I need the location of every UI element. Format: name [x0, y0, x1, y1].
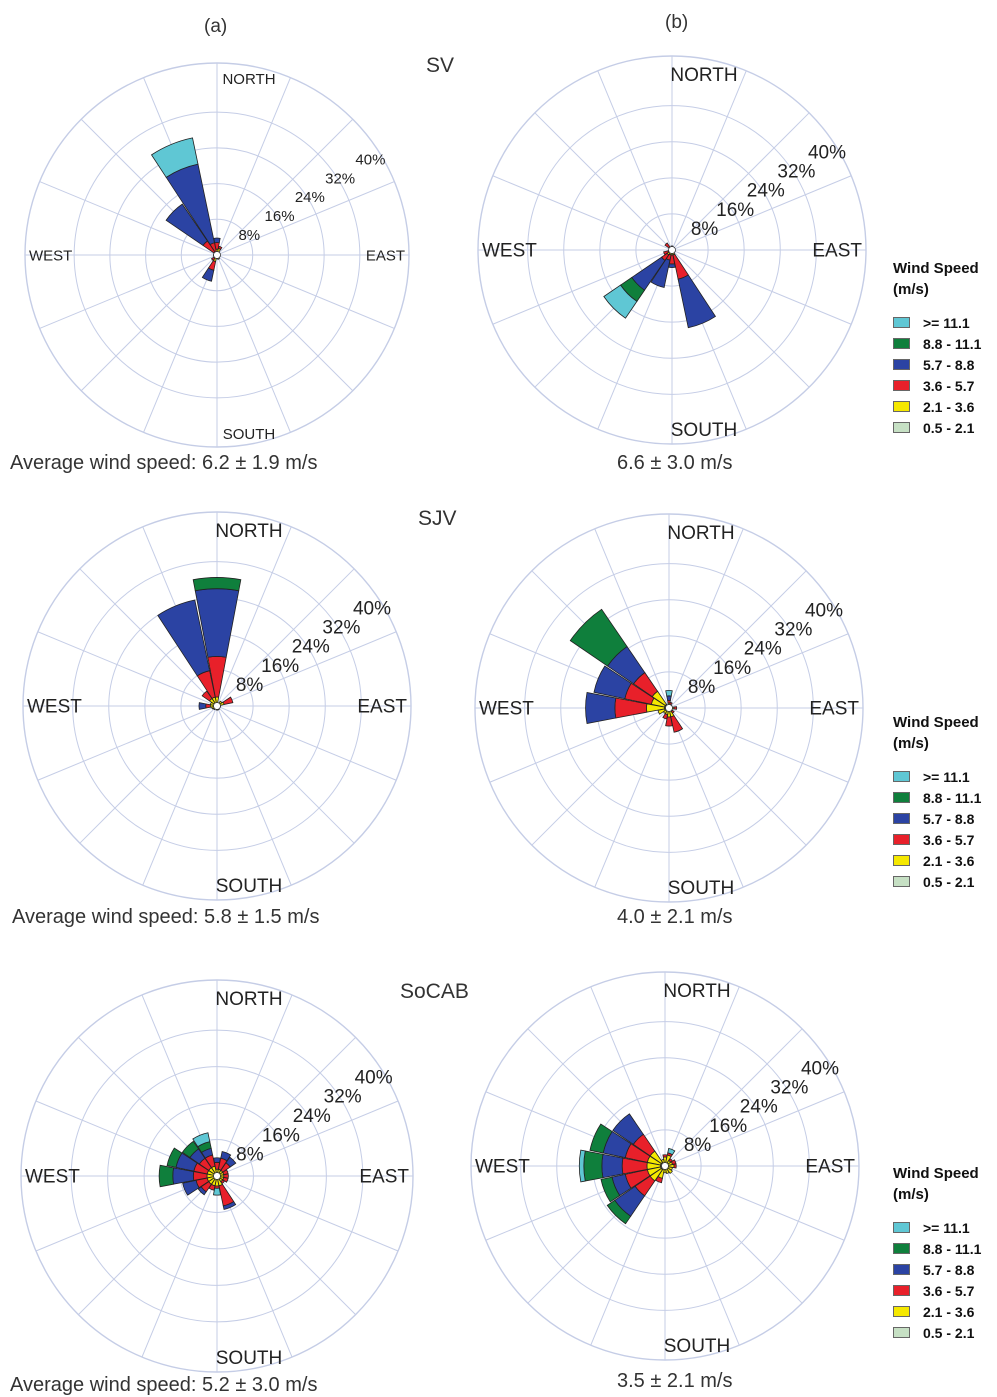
- legend-item: 3.6 - 5.7: [893, 829, 997, 850]
- legend-label: 3.6 - 5.7: [923, 1283, 974, 1299]
- legend-items: >= 11.1 8.8 - 11.1 5.7 - 8.8 3.6 - 5.7 2.1 -…: [893, 1217, 997, 1343]
- legend-item: 2.1 - 3.6: [893, 1301, 997, 1322]
- legend-item: 2.1 - 3.6: [893, 850, 997, 871]
- legend-swatch: [893, 834, 910, 845]
- legend-swatch: [893, 1306, 910, 1317]
- legend-label: >= 11.1: [923, 1220, 970, 1236]
- legend-label: 2.1 - 3.6: [923, 399, 974, 415]
- legend-label: 0.5 - 2.1: [923, 420, 974, 436]
- rose-petal-segment: [602, 1154, 623, 1177]
- legend-swatch: [893, 1285, 910, 1296]
- rose-petal-segment: [584, 1151, 603, 1181]
- caption-sjv-b: 4.0 ± 2.1 m/s: [617, 906, 732, 929]
- caption-sv-a: Average wind speed: 6.2 ± 1.9 m/s: [10, 452, 317, 475]
- legend-item: 8.8 - 11.1: [893, 1238, 997, 1259]
- legend-unit: (m/s): [893, 279, 997, 300]
- legend-label: 2.1 - 3.6: [923, 1304, 974, 1320]
- legend-item: 5.7 - 8.8: [893, 354, 997, 375]
- legend-swatch: [893, 1327, 910, 1338]
- legend-item: >= 11.1: [893, 1217, 997, 1238]
- compass-north: NORTH: [663, 981, 730, 1002]
- legend-swatch: [893, 422, 910, 433]
- legend-swatch: [893, 813, 910, 824]
- legend-swatch: [893, 855, 910, 866]
- legend-label: 8.8 - 11.1: [923, 336, 981, 352]
- legend-label: 8.8 - 11.1: [923, 790, 981, 806]
- compass-east: EAST: [805, 1157, 855, 1178]
- ring-label: 16%: [709, 1116, 747, 1137]
- legend-socab: Wind Speed (m/s) >= 11.1 8.8 - 11.1 5.7 - …: [893, 1163, 997, 1343]
- rose-petal-segment: [663, 1155, 667, 1157]
- legend-label: >= 11.1: [923, 315, 970, 331]
- legend-item: 0.5 - 2.1: [893, 871, 997, 892]
- legend-label: 5.7 - 8.8: [923, 1262, 974, 1278]
- compass-south: SOUTH: [664, 1336, 731, 1357]
- legend-sjv: Wind Speed (m/s) >= 11.1 8.8 - 11.1 5.7 - …: [893, 712, 997, 892]
- legend-item: 0.5 - 2.1: [893, 417, 997, 438]
- legend-swatch: [893, 1243, 910, 1254]
- legend-label: 8.8 - 11.1: [923, 1241, 981, 1257]
- legend-label: 3.6 - 5.7: [923, 378, 974, 394]
- legend-swatch: [893, 771, 910, 782]
- legend-label: 0.5 - 2.1: [923, 1325, 974, 1341]
- legend-items: >= 11.1 8.8 - 11.1 5.7 - 8.8 3.6 - 5.7 2.1 -…: [893, 766, 997, 892]
- ring-label: 40%: [801, 1058, 839, 1079]
- caption-sv-b: 6.6 ± 3.0 m/s: [617, 452, 732, 475]
- legend-item: 3.6 - 5.7: [893, 375, 997, 396]
- legend-swatch: [893, 792, 910, 803]
- legend-label: 3.6 - 5.7: [923, 832, 974, 848]
- legend-item: 3.6 - 5.7: [893, 1280, 997, 1301]
- legend-swatch: [893, 876, 910, 887]
- legend-swatch: [893, 338, 910, 349]
- legend-title: Wind Speed: [893, 258, 997, 279]
- legend-swatch: [893, 1264, 910, 1275]
- caption-socab-a: Average wind speed: 5.2 ± 3.0 m/s: [10, 1374, 317, 1397]
- grid-spoke: [665, 1166, 802, 1303]
- legend-item: >= 11.1: [893, 312, 997, 333]
- legend-label: 5.7 - 8.8: [923, 811, 974, 827]
- caption-socab-b: 3.5 ± 2.1 m/s: [617, 1370, 732, 1393]
- legend-item: 8.8 - 11.1: [893, 333, 997, 354]
- compass-west: WEST: [475, 1157, 530, 1178]
- legend-item: 8.8 - 11.1: [893, 787, 997, 808]
- grid-spoke: [665, 1166, 739, 1345]
- legend-swatch: [893, 317, 910, 328]
- legend-swatch: [893, 401, 910, 412]
- legend-swatch: [893, 1222, 910, 1233]
- legend-items: >= 11.1 8.8 - 11.1 5.7 - 8.8 3.6 - 5.7 2.1 -…: [893, 312, 997, 438]
- legend-label: 0.5 - 2.1: [923, 874, 974, 890]
- legend-item: 2.1 - 3.6: [893, 396, 997, 417]
- rose-center: [662, 1163, 669, 1170]
- legend-sv: Wind Speed (m/s) >= 11.1 8.8 - 11.1 5.7 - …: [893, 258, 997, 438]
- legend-swatch: [893, 359, 910, 370]
- legend-item: 5.7 - 8.8: [893, 1259, 997, 1280]
- ring-label: 24%: [740, 1097, 778, 1118]
- legend-unit: (m/s): [893, 733, 997, 754]
- legend-label: 5.7 - 8.8: [923, 357, 974, 373]
- ring-label: 8%: [684, 1135, 712, 1156]
- ring-label: 32%: [770, 1078, 808, 1099]
- legend-label: 2.1 - 3.6: [923, 853, 974, 869]
- legend-label: >= 11.1: [923, 769, 970, 785]
- caption-sjv-a: Average wind speed: 5.8 ± 1.5 m/s: [12, 906, 319, 929]
- legend-item: >= 11.1: [893, 766, 997, 787]
- legend-swatch: [893, 380, 910, 391]
- legend-unit: (m/s): [893, 1184, 997, 1205]
- legend-title: Wind Speed: [893, 1163, 997, 1184]
- rose-petal-segment: [674, 1164, 676, 1168]
- legend-item: 0.5 - 2.1: [893, 1322, 997, 1343]
- legend-item: 5.7 - 8.8: [893, 808, 997, 829]
- legend-title: Wind Speed: [893, 712, 997, 733]
